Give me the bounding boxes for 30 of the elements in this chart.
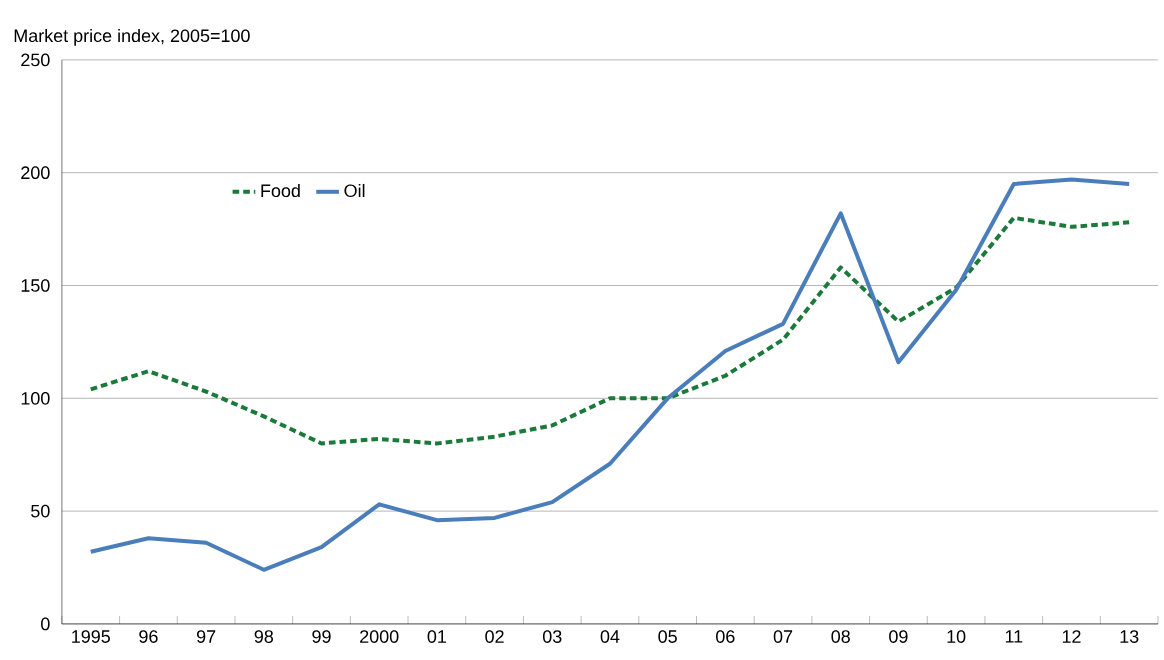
x-tick-label: 04	[600, 630, 620, 643]
x-tick-label: 11	[1005, 630, 1023, 643]
y-tick-label: 250	[21, 53, 50, 67]
y-axis-title: Market price index, 2005=100	[14, 28, 250, 46]
x-tick-label: 09	[889, 630, 908, 643]
x-tick-label: 07	[773, 630, 793, 643]
x-tick-label: 13	[1120, 630, 1139, 643]
x-tick-label: 12	[1062, 630, 1081, 643]
line-series	[88, 177, 1132, 572]
x-tick-label: 97	[196, 630, 216, 643]
x-tick-label: 05	[658, 630, 677, 643]
x-tick-label: 1995	[72, 630, 110, 643]
x-tick-label: 08	[831, 630, 850, 643]
x-tick-label: 06	[716, 630, 735, 643]
line-series	[88, 215, 1132, 446]
x-tick-label: 01	[427, 630, 447, 643]
x-tick-label: 03	[542, 630, 562, 643]
legend-label: Food	[261, 183, 300, 198]
legend-label: Oil	[344, 183, 365, 198]
x-tick-label: 02	[485, 630, 504, 643]
x-tick-label: 10	[947, 630, 966, 643]
y-tick-label: 50	[31, 504, 50, 518]
y-tick-label: 100	[21, 392, 50, 405]
x-tick-label: 99	[312, 630, 331, 643]
x-tick-label: 2000	[360, 630, 399, 643]
y-tick-label: 0	[41, 617, 50, 631]
y-tick-label: 150	[21, 279, 50, 292]
x-tick-label: 96	[139, 630, 158, 643]
x-tick-label: 98	[254, 630, 274, 643]
y-tick-label: 200	[21, 166, 50, 180]
